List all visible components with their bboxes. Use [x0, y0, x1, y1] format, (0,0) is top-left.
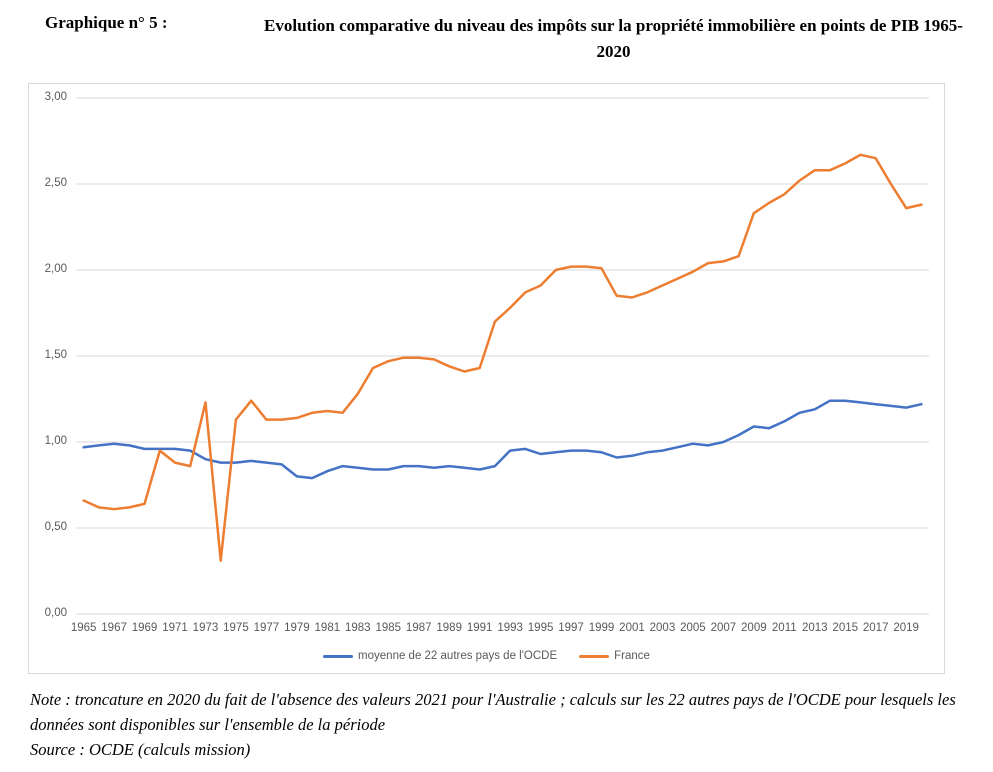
x-tick-label: 2007: [710, 622, 737, 634]
line-chart-plot: [76, 97, 929, 615]
france-line-swatch: [579, 654, 610, 658]
x-tick-label: 2011: [771, 622, 797, 634]
y-tick-label: 2,00: [44, 263, 67, 275]
legend-item-france: France: [579, 650, 650, 662]
figure-header: Graphique n° 5 : Evolution comparative d…: [0, 0, 993, 66]
x-tick-label: 1993: [497, 622, 523, 634]
x-tick-label: 1995: [527, 622, 554, 634]
x-tick-label: 1999: [588, 622, 615, 634]
legend-label-ocde: moyenne de 22 autres pays de l'OCDE: [358, 650, 558, 662]
source-text: Source : OCDE (calculs mission): [30, 740, 251, 759]
x-tick-label: 1965: [70, 622, 97, 634]
y-tick-label: 0,50: [44, 521, 67, 533]
y-tick-label: 1,00: [44, 435, 67, 447]
x-tick-label: 1985: [375, 622, 402, 634]
x-tick-label: 2019: [893, 622, 919, 634]
figure-title: Evolution comparative du niveau des impô…: [264, 16, 963, 62]
y-tick-label: 1,50: [44, 349, 67, 361]
x-tick-label: 2009: [741, 622, 767, 634]
x-tick-label: 2015: [832, 622, 859, 634]
x-tick-label: 1997: [558, 622, 584, 634]
x-tick-label: 2003: [649, 622, 676, 634]
y-tick-label: 0,00: [44, 607, 67, 619]
x-tick-label: 1977: [253, 622, 280, 634]
x-tick-label: 1969: [131, 622, 158, 634]
x-tick-label: 2017: [862, 622, 889, 634]
x-tick-label: 2001: [619, 622, 645, 634]
x-tick-label: 1967: [101, 622, 127, 634]
x-tick-label: 1989: [436, 622, 462, 634]
x-tick-label: 1981: [314, 622, 341, 634]
x-tick-label: 2013: [801, 622, 828, 634]
x-tick-label: 1983: [344, 622, 371, 634]
chart-legend: moyenne de 22 autres pays de l'OCDE Fran…: [29, 650, 944, 662]
x-tick-label: 1971: [162, 622, 188, 634]
x-tick-label: 1975: [223, 622, 249, 634]
chart-area: 0,00 0,50 1,00 1,50 2,00 2,50 3,00 1965 1967 196…: [28, 83, 945, 674]
note-text: Note : troncature en 2020 du fait de l'a…: [30, 690, 956, 734]
y-tick-label: 3,00: [44, 91, 67, 103]
figure-number-label: Graphique n° 5 :: [45, 13, 168, 32]
x-tick-label: 1987: [405, 622, 432, 634]
legend-item-ocde: moyenne de 22 autres pays de l'OCDE: [323, 650, 557, 662]
series-line-ocde: [82, 399, 923, 480]
ocde-line-swatch: [323, 654, 354, 658]
x-tick-label: 1973: [192, 622, 219, 634]
x-tick-label: 2005: [680, 622, 706, 634]
y-tick-label: 2,50: [44, 177, 67, 189]
series-line-france: [82, 153, 923, 562]
figure-notes: Note : troncature en 2020 du fait de l'a…: [30, 687, 970, 762]
legend-label-france: France: [614, 650, 650, 662]
x-tick-label: 1979: [284, 622, 310, 634]
x-tick-label: 1991: [466, 622, 493, 634]
